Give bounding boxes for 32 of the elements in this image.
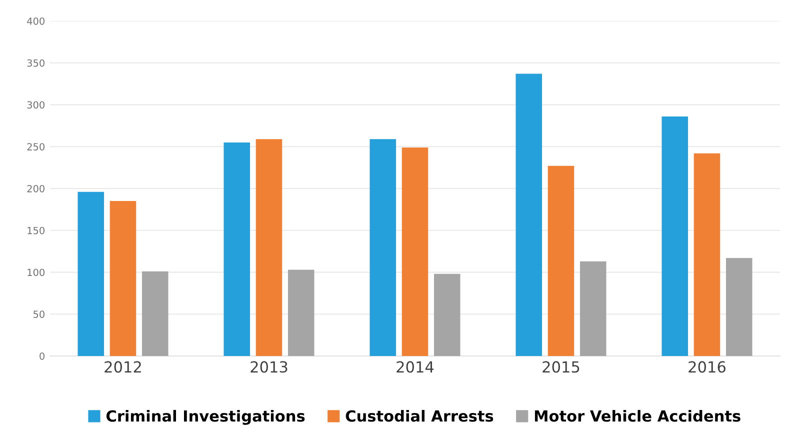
bar xyxy=(694,153,720,356)
legend-label: Motor Vehicle Accidents xyxy=(534,410,740,422)
x-tick-label: 2013 xyxy=(250,361,288,373)
bar xyxy=(434,274,460,356)
y-tick-label: 100 xyxy=(28,268,44,276)
bar xyxy=(662,116,688,356)
x-tick-label: 2012 xyxy=(104,361,141,373)
y-tick-label: 150 xyxy=(28,226,44,234)
legend-label: Criminal Investigations xyxy=(106,410,305,425)
y-tick-label: 0 xyxy=(40,352,44,360)
bar xyxy=(288,270,314,356)
x-tick-label: 2016 xyxy=(688,361,726,373)
x-tick-label: 2014 xyxy=(396,361,434,373)
y-tick-label: 300 xyxy=(27,101,44,109)
bar xyxy=(548,166,574,356)
y-tick-label: 250 xyxy=(27,143,44,150)
y-tick-label: 400 xyxy=(27,17,44,25)
legend-label: Custodial Arrests xyxy=(346,410,494,422)
bar xyxy=(580,261,606,356)
bar xyxy=(402,147,428,356)
bar xyxy=(110,201,136,356)
bar xyxy=(370,139,396,356)
y-tick-label: 50 xyxy=(34,310,44,318)
bar xyxy=(78,192,104,356)
bar xyxy=(726,258,752,356)
y-tick-label: 350 xyxy=(27,59,44,67)
bar xyxy=(224,142,250,356)
bar xyxy=(142,271,168,356)
x-tick-label: 2015 xyxy=(542,361,580,373)
bar xyxy=(256,139,282,356)
bar xyxy=(516,74,542,356)
y-tick-label: 200 xyxy=(27,184,44,192)
